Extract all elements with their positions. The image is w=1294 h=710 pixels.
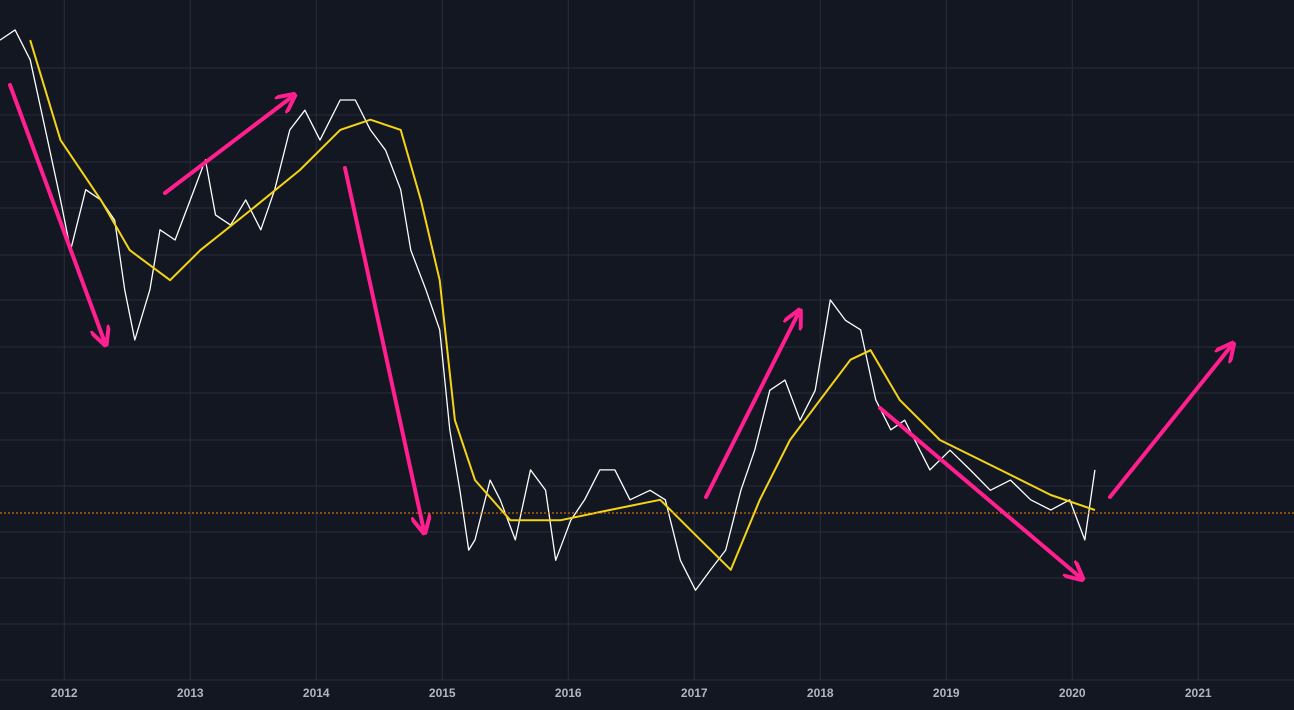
arrow	[163, 96, 293, 195]
x-tick-label: 2015	[429, 686, 456, 700]
arrow	[8, 83, 105, 343]
x-tick-label: 2012	[51, 686, 78, 700]
x-tick-label: 2021	[1185, 686, 1212, 700]
x-tick-label: 2020	[1059, 686, 1086, 700]
x-tick-label: 2013	[177, 686, 204, 700]
x-tick-label: 2014	[303, 686, 330, 700]
annotations	[8, 83, 1232, 578]
arrow	[1108, 345, 1232, 499]
price-line-series	[0, 29, 1096, 591]
x-tick-label: 2016	[555, 686, 582, 700]
arrow	[704, 312, 799, 499]
x-tick-label: 2017	[681, 686, 708, 700]
x-tick-label: 2019	[933, 686, 960, 700]
horizontal-grid	[0, 67, 1294, 625]
price-line-series	[29, 39, 1096, 571]
arrow	[343, 166, 424, 531]
x-tick-label: 2018	[807, 686, 834, 700]
arrow	[878, 406, 1081, 578]
